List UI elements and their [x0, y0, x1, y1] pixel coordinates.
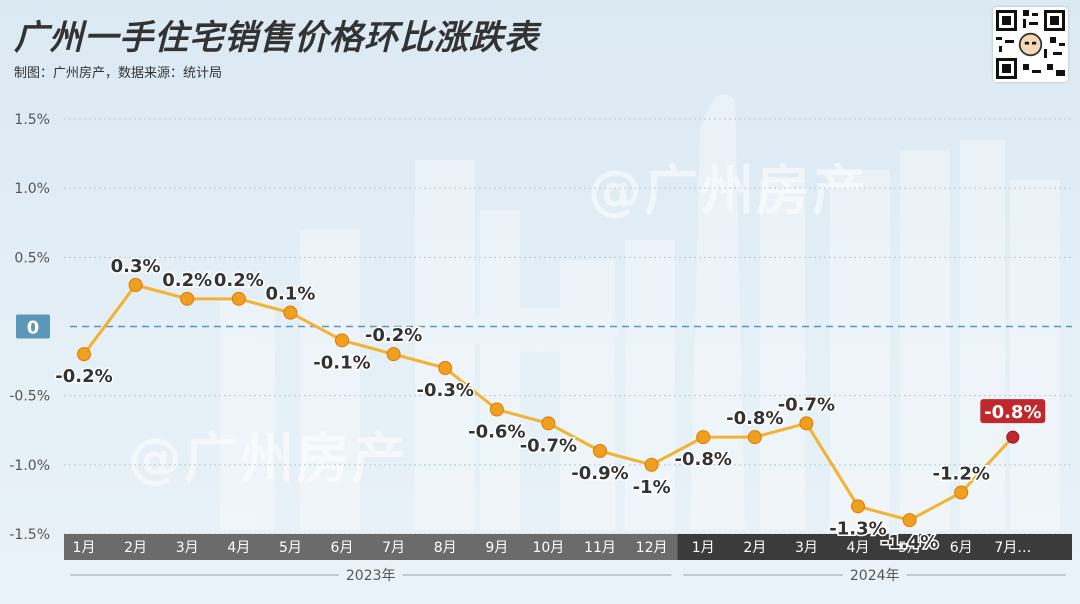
x-tick-label: 6月 — [950, 540, 973, 556]
data-point — [696, 430, 711, 445]
data-label: -0.8% — [984, 402, 1041, 423]
data-label: -0.7% — [778, 394, 835, 415]
data-label: -0.7% — [520, 435, 577, 456]
watermark-text: @广州房产 — [588, 159, 868, 222]
x-tick-label: 1月 — [692, 540, 715, 556]
x-tick-label: 3月 — [176, 540, 199, 556]
data-point — [902, 513, 917, 528]
data-label: -0.8% — [726, 408, 783, 429]
data-label: 0.1% — [265, 284, 315, 305]
data-point — [1006, 430, 1020, 444]
data-point — [438, 361, 453, 375]
x-tick-label: 11月 — [584, 540, 616, 556]
data-point — [283, 305, 298, 320]
series-line — [82, 283, 1014, 522]
x-tick-label: 5月 — [898, 540, 921, 556]
year-group-label: 2023年 — [346, 568, 396, 584]
zero-label-box — [16, 314, 50, 339]
chart-subtitle: 制图：广州房产，数据来源：统计局 — [14, 66, 223, 81]
data-point — [386, 347, 401, 362]
data-point — [851, 499, 865, 514]
data-point — [954, 485, 969, 500]
qr-code-image — [993, 7, 1068, 82]
data-point — [231, 291, 246, 306]
data-label: -0.2% — [55, 366, 112, 387]
data-point — [77, 347, 91, 362]
data-label: 0.3% — [111, 256, 161, 277]
data-point — [180, 291, 195, 306]
data-point — [335, 333, 349, 348]
data-label: -1.2% — [932, 464, 989, 485]
data-point — [747, 430, 762, 445]
data-point — [593, 444, 607, 458]
y-tick-label: 0.5% — [14, 250, 50, 266]
x-tick-label: 9月 — [485, 540, 508, 556]
data-point — [128, 278, 143, 292]
x-axis-bar — [677, 534, 1072, 560]
data-label: -0.3% — [416, 380, 473, 401]
y-tick-label: -1.0% — [9, 458, 50, 474]
data-label: -0.9% — [571, 463, 628, 484]
x-tick-label: 1月 — [73, 540, 96, 556]
x-tick-label: 4月 — [847, 540, 870, 556]
y-tick-label: 1.5% — [14, 112, 50, 128]
y-tick-label: 0 — [27, 318, 40, 339]
data-label: -1.4% — [881, 532, 938, 553]
data-label: 0.2% — [214, 270, 264, 291]
data-label: 0.2% — [162, 270, 212, 291]
data-label: -1% — [633, 477, 671, 498]
x-tick-label: 6月 — [331, 540, 354, 556]
data-point — [489, 402, 504, 417]
y-tick-label: 1.0% — [14, 181, 50, 197]
data-label: -0.8% — [674, 449, 731, 470]
data-point — [541, 416, 556, 431]
x-tick-label: 7月… — [994, 540, 1031, 556]
data-label: -0.6% — [468, 422, 525, 443]
data-label: -1.3% — [829, 518, 886, 539]
x-tick-label: 2月 — [124, 540, 147, 556]
data-label: -0.1% — [313, 352, 370, 373]
x-tick-label: 8月 — [434, 540, 457, 556]
data-label: -0.2% — [365, 325, 422, 346]
watermark-text: @广州房产 — [128, 427, 408, 490]
x-tick-label: 2月 — [743, 540, 766, 556]
data-point — [799, 416, 814, 431]
x-tick-label: 10月 — [532, 540, 564, 556]
x-tick-label: 5月 — [279, 540, 302, 556]
year-group-label: 2024年 — [850, 568, 900, 584]
data-label-highlight-box — [980, 399, 1046, 424]
x-tick-label: 4月 — [227, 540, 250, 556]
x-axis-bar — [64, 534, 678, 560]
y-tick-label: -1.5% — [9, 527, 50, 543]
x-tick-label: 7月 — [382, 540, 405, 556]
x-tick-label: 12月 — [636, 540, 668, 556]
chart-title: 广州一手住宅销售价格环比涨跌表 — [14, 18, 539, 58]
y-tick-label: -0.5% — [9, 389, 50, 405]
x-tick-label: 3月 — [795, 540, 818, 556]
data-point — [644, 457, 659, 472]
